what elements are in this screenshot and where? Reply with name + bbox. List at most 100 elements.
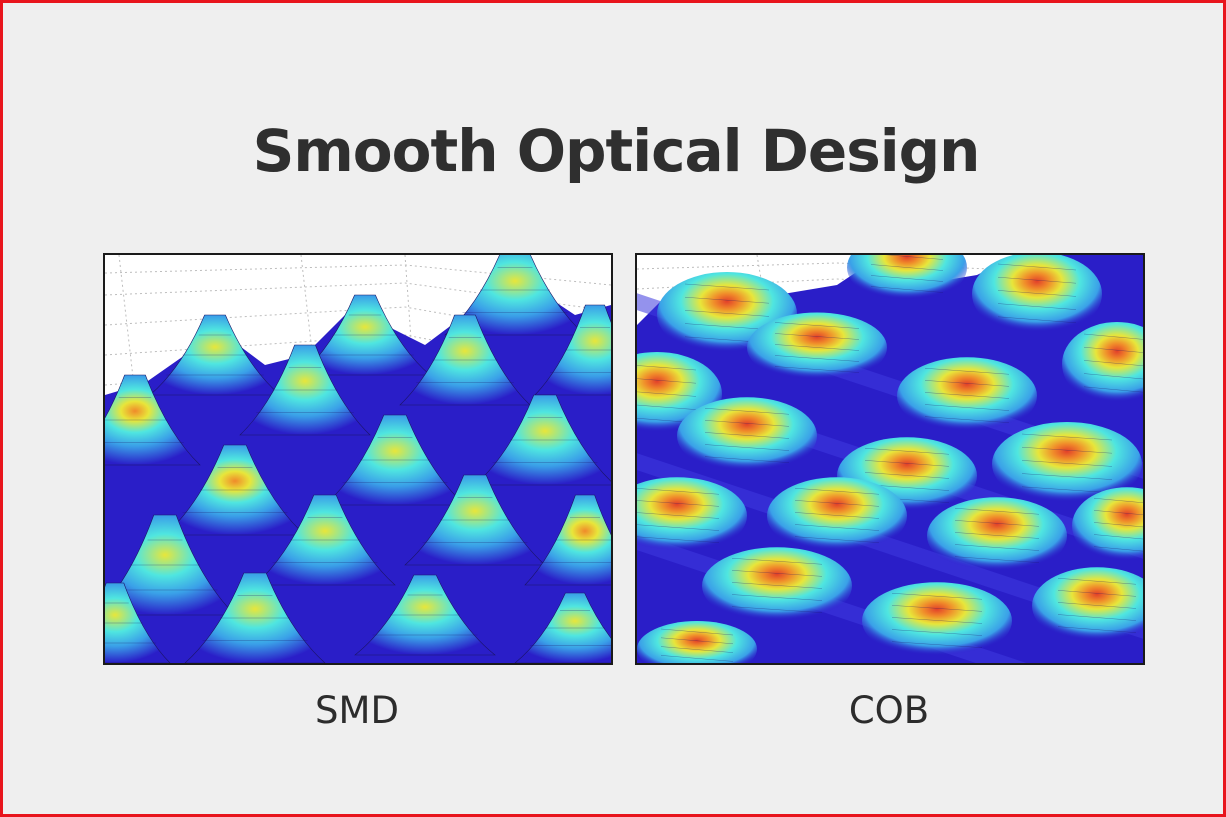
surface-mesh-line [637,500,720,507]
surface-mesh-line [1021,486,1113,494]
surface-mesh-line [1021,473,1113,480]
surface-mesh-line [891,629,983,636]
surface-mesh-line [794,500,880,507]
surface-mesh-line [637,365,697,371]
surface-mesh-line [774,333,860,340]
smd-label: SMD [315,689,399,732]
surface-mesh-line [997,316,1077,324]
surface-mesh-line [704,408,790,415]
surface-mesh-line [885,255,944,260]
surface-mesh-line [731,558,823,565]
surface-peak [847,255,967,303]
surface-peak [677,397,817,475]
surface-mesh-line [794,536,880,543]
surface-mesh-line [864,448,950,455]
cob-label: COB [848,689,930,732]
surface-mesh-line [704,432,790,439]
surface-mesh-line [660,628,734,636]
surface-mesh-line [637,536,720,543]
surface-peak [637,621,757,663]
surface-mesh-line [1021,460,1113,467]
slide-title: Smooth Optical Design [252,117,981,185]
surface-mesh-line [731,570,823,577]
surface-mesh-line [1083,333,1143,340]
surface-mesh-line [954,556,1040,563]
surface-mesh-line [1057,578,1137,585]
surface-peak [444,255,586,336]
surface-mesh-line [924,380,1010,387]
surface-peak [862,582,1012,660]
surface-peak [1072,487,1143,565]
surface-peak [897,357,1037,435]
surface-mesh-line [1057,590,1137,597]
surface-mesh-line [891,593,983,600]
surface-mesh-line [637,404,697,410]
surface-mesh-line [684,296,770,304]
surface-mesh-line [997,276,1077,284]
smd-surface-plot [103,253,613,665]
surface-peak [767,477,907,555]
surface-mesh-line [637,391,697,397]
surface-mesh-line [1083,346,1143,353]
surface-mesh-line [774,344,860,351]
surface-mesh-line [684,283,770,291]
surface-mesh-line [794,488,880,495]
surface-mesh-line [864,460,950,467]
surface-mesh-line [924,368,1010,375]
surface-mesh-line [891,605,983,612]
surface-mesh-line [731,606,823,613]
surface-peak [992,422,1142,506]
surface-peak [927,497,1067,575]
surface-mesh-line [891,617,983,624]
surface-peak [702,547,852,625]
surface-mesh-line [660,637,734,645]
surface-mesh-line [660,646,734,653]
surface-mesh-line [637,512,720,519]
surface-mesh-line [1057,602,1137,609]
surface-mesh-line [774,322,860,329]
surface-mesh-line [1083,386,1143,393]
surface-peak [747,312,887,383]
surface-peak [637,477,747,555]
surface-mesh-line [954,508,1040,515]
surface-mesh-line [1021,446,1113,454]
surface-mesh-line [997,303,1077,310]
surface-mesh-line [1093,522,1143,528]
surface-mesh-line [794,512,880,519]
surface-mesh-line [997,290,1077,297]
surface-mesh-line [637,378,697,384]
surface-mesh-line [1093,498,1143,503]
surface-mesh-line [1021,433,1113,441]
surface-mesh-line [1057,626,1137,633]
surface-mesh-line [870,264,944,271]
surface-mesh-line [891,641,983,648]
surface-mesh-line [924,416,1010,423]
surface-mesh-line [731,582,823,589]
cob-surface-image [637,255,1143,663]
surface-mesh-line [954,520,1040,527]
surface-mesh-line [1093,510,1143,516]
surface-mesh-line [997,263,1077,271]
surface-mesh-line [774,366,860,373]
surface-mesh-line [637,524,720,531]
surface-mesh-line [774,355,860,362]
surface-mesh-line [704,444,790,451]
surface-mesh-line [924,392,1010,399]
surface-mesh-line [864,472,950,479]
surface-mesh-line [704,456,790,463]
surface-mesh-line [1093,546,1143,552]
smd-surface-image [105,255,611,663]
surface-mesh-line [794,524,880,531]
surface-mesh-line [1083,373,1143,380]
surface-mesh-line [870,275,944,282]
surface-mesh-line [704,420,790,427]
surface-mesh-line [1057,614,1137,621]
surface-mesh-line [660,655,734,662]
surface-mesh-line [924,404,1010,411]
surface-mesh-line [684,323,770,330]
surface-mesh-line [954,532,1040,539]
surface-mesh-line [731,594,823,601]
surface-peak [1062,322,1143,406]
surface-mesh-line [1093,534,1143,540]
